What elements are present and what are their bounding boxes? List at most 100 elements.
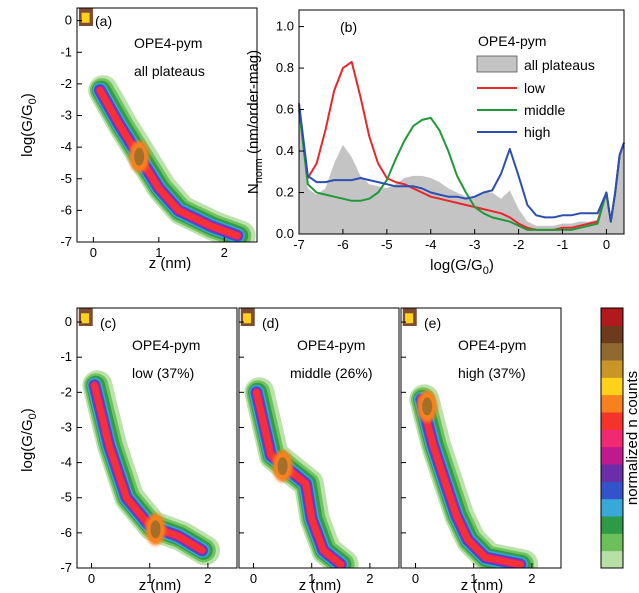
x-axis-label-c: z (nm) <box>139 577 182 593</box>
y-tick-label: 0.4 <box>276 143 294 158</box>
heatmap-peak-core <box>422 397 433 416</box>
panel-e: 0 1 2 (e) OPE4-pym high (37%) z (nm) <box>400 307 562 593</box>
y-tick-label: -2 <box>60 384 72 399</box>
y-tick-label: -5 <box>60 490 72 505</box>
annotation-c-line2: low (37%) <box>132 365 194 381</box>
y-tick-label: -4 <box>60 139 72 154</box>
colorbar-step <box>601 481 623 500</box>
heatmap-origin-core <box>81 313 90 324</box>
panel-label-b: (b) <box>340 19 357 35</box>
heatmap-band <box>92 382 205 553</box>
heatmap-a <box>78 8 256 242</box>
x-tick-label: -3 <box>469 237 481 252</box>
annotation-a-line2: all plateaus <box>134 63 205 79</box>
axes-frame-b <box>298 9 625 235</box>
colorbar-step <box>601 533 623 552</box>
annotation-d-line2: middle (26%) <box>290 365 372 381</box>
legend-title: OPE4-pym <box>478 33 546 49</box>
colorbar-step <box>601 550 623 569</box>
y-tick-label: -5 <box>60 171 72 186</box>
panel-c: 0 1 2 0 -1 -2 -3 -4 -5 -6 -7 (c) OPE4-pym low (37%… <box>19 307 238 593</box>
x-tick-label: -5 <box>381 237 393 252</box>
colorbar-step <box>601 498 623 517</box>
colorbar-step <box>601 377 623 396</box>
y-tick-label: -3 <box>60 108 72 123</box>
y-tick-label: 0 <box>65 13 72 28</box>
y-axis-label-b: Nnorm (nm/order-mag) <box>245 50 265 194</box>
ticks-d: 0 1 2 <box>239 321 374 586</box>
legend-label-high: high <box>524 124 550 140</box>
y-tick-label: 0.8 <box>276 60 294 75</box>
y-tick-label: 1.0 <box>276 19 294 34</box>
y-tick-label: -3 <box>60 419 72 434</box>
y-tick-label: 0.0 <box>276 226 294 241</box>
y-axis-label-a: log(G/G0) <box>19 93 39 157</box>
legend-swatch-all <box>476 55 518 73</box>
y-tick-label: 0.2 <box>276 185 294 200</box>
colorbar-frame <box>600 307 624 569</box>
heatmap-origin-core <box>243 313 252 324</box>
x-tick-label: -1 <box>557 237 569 252</box>
x-tick-label: 2 <box>221 245 228 260</box>
panel-label-a: (a) <box>95 13 112 29</box>
x-axis-label-d: z (nm) <box>299 577 342 593</box>
colorbar-step <box>601 516 623 534</box>
heatmap-peak-core <box>134 147 145 166</box>
y-tick-label: -4 <box>60 455 72 470</box>
x-tick-label: 1 <box>146 571 153 586</box>
y-tick-label: -6 <box>60 525 72 540</box>
panel-a: 0 1 2 0 -1 -2 -3 -4 -5 -6 -7 (a) OPE4-pym all plat… <box>19 7 258 272</box>
x-tick-label: 0 <box>412 571 419 586</box>
annotation-e-line2: high (37%) <box>458 365 526 381</box>
x-tick-label: 0 <box>90 245 97 260</box>
series-line-low <box>298 60 625 231</box>
annotation-a-line1: OPE4-pym <box>134 35 202 51</box>
heatmap-peak-core <box>150 520 161 539</box>
x-tick-label: 1 <box>470 571 477 586</box>
series-line-middle <box>298 109 625 231</box>
y-tick-label: -1 <box>60 349 72 364</box>
legend-label-all: all plateaus <box>524 57 595 73</box>
heatmap-d <box>240 308 359 568</box>
panel-d: 0 1 2 (d) OPE4-pym middle (26%) z (nm) <box>238 307 400 593</box>
y-tick-label: 0 <box>65 314 72 329</box>
ticks-a: 0 1 2 0 -1 -2 -3 -4 -5 -6 -7 <box>60 13 227 260</box>
colorbar-step <box>601 394 623 413</box>
ticks-e: 0 1 2 <box>401 321 536 586</box>
series-area-all-plateaus <box>299 119 624 234</box>
heatmap-band <box>254 389 344 567</box>
heatmap-band <box>418 396 523 567</box>
panel-b: -7 -6 -5 -4 -3 -2 -1 0 0.0 0.2 0.4 0.6 0.8 1.0 (b) lo… <box>245 9 625 277</box>
legend-label-middle: middle <box>524 102 565 118</box>
x-tick-label: 0 <box>88 571 95 586</box>
heatmap-origin-core <box>81 12 90 23</box>
x-tick-label: 0 <box>250 571 257 586</box>
x-axis-label-e: z (nm) <box>461 577 504 593</box>
y-tick-label: -6 <box>60 202 72 217</box>
colorbar-step <box>601 325 623 344</box>
y-tick-label: -7 <box>60 234 72 249</box>
x-axis-label-a: z (nm) <box>149 255 192 272</box>
heatmap-peak-core <box>277 457 288 476</box>
series-line-high <box>298 103 625 223</box>
colorbar-step <box>601 308 623 326</box>
heatmap-origin-core <box>405 313 414 324</box>
axes-frame-c <box>76 307 238 569</box>
heatmap-band <box>97 87 240 239</box>
x-tick-label: 1 <box>155 245 162 260</box>
y-axis-label-c: log(G/G0) <box>19 408 39 472</box>
y-tick-label: -1 <box>60 44 72 59</box>
colorbar-step <box>601 342 623 361</box>
panel-label-d: (d) <box>262 315 279 331</box>
legend-label-low: low <box>524 80 546 96</box>
axes-frame-d <box>238 307 400 569</box>
legend-b: OPE4-pym all plateaus low middle high <box>476 33 595 140</box>
heatmap-c <box>78 308 220 566</box>
x-tick-label: -6 <box>337 237 349 252</box>
ticks-b: -7 -6 -5 -4 -3 -2 -1 0 0.0 0.2 0.4 0.6 0.8 1.0 <box>276 19 610 252</box>
colorbar-step <box>601 412 623 430</box>
y-tick-label: 0.6 <box>276 102 294 117</box>
panel-label-c: (c) <box>100 315 116 331</box>
x-tick-label: 2 <box>366 571 373 586</box>
